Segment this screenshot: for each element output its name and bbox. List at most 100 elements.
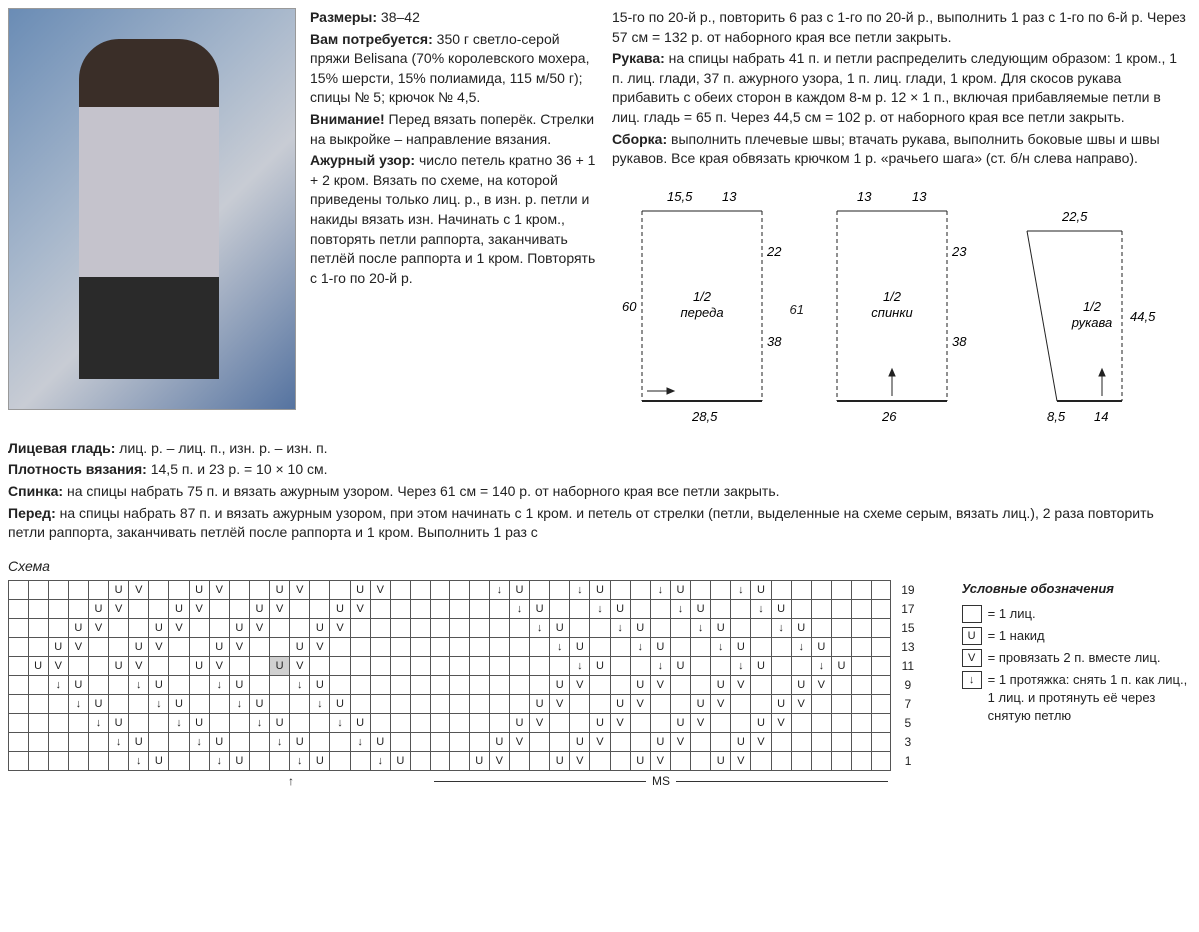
schema-cell [109,619,129,638]
schema-cell: V [169,619,189,638]
schema-cell [209,695,229,714]
svg-text:13: 13 [857,189,872,204]
schema-cell: U [530,600,550,619]
schema-cell [149,714,169,733]
schema-cell [249,676,269,695]
schema-cell [731,619,751,638]
schema-cell [852,733,872,752]
schema-cell: U [209,638,229,657]
schema-cell [390,695,410,714]
schema-cell [610,638,630,657]
schema-cell [550,733,570,752]
schema-cell [530,676,550,695]
schema-cell: V [229,638,249,657]
schema-cell [149,733,169,752]
svg-text:38: 38 [952,334,967,349]
schema-cell [450,600,470,619]
schema-cell [9,581,29,600]
schema-cell [28,752,48,771]
schema-cell [229,600,249,619]
schema-cell [530,733,550,752]
schema-cell: U [129,638,149,657]
schema-cell: V [570,752,590,771]
schema-cell [370,638,390,657]
schema-cell: U [249,695,269,714]
schema-cell [550,714,570,733]
schema-cell [28,714,48,733]
schema-cell [28,600,48,619]
schema-cell: V [711,695,731,714]
schema-cell [450,638,470,657]
schema-cell [711,581,731,600]
schema-cell: U [270,581,290,600]
schema-cell [390,600,410,619]
schema-cell: V [650,752,670,771]
schema-cell [129,695,149,714]
schema-cell [290,714,310,733]
schema-cell [290,619,310,638]
schema-cell: V [370,581,390,600]
schema-block: UVUVUVUV↓U↓U↓U↓U19UVUVUVUV↓U↓U↓U↓U17UVUV… [8,580,922,790]
schema-cell [489,676,509,695]
schema-cell: U [670,581,690,600]
text-column-2: 15-го по 20-й р., повторить 6 раз с 1-го… [612,8,1191,431]
col2-p1: 15-го по 20-й р., повторить 6 раз с 1-го… [612,8,1191,47]
schema-cell [489,714,509,733]
schema-cell [390,619,410,638]
schema-cell [852,676,872,695]
schema-cell [430,676,450,695]
schema-cell: ↓ [209,676,229,695]
schema-cell [229,657,249,676]
schema-cell [811,695,831,714]
schema-cell [489,619,509,638]
schema-cell: U [731,638,751,657]
schema-cell [450,676,470,695]
schema-cell [831,714,851,733]
schema-cell [109,695,129,714]
sizes-val: 38–42 [377,9,420,25]
schema-cell: U [310,752,330,771]
schema-cell [871,619,891,638]
gauge-label: Плотность вязания: [8,461,147,477]
back-val: на спицы набрать 75 п. и вязать ажурным … [63,483,779,499]
schema-cell [28,619,48,638]
schema-cell [390,581,410,600]
schema-cell: U [630,619,650,638]
schema-cell: U [290,733,310,752]
schema-cell [650,714,670,733]
schema-cell: U [310,676,330,695]
schema-cell [48,581,68,600]
front-val: на спицы набрать 87 п. и вязать ажурным … [8,505,1154,541]
schema-cell [9,714,29,733]
schema-cell [149,657,169,676]
schema-cell: V [149,638,169,657]
schema-cell: U [88,600,108,619]
schema-cell: U [751,714,771,733]
model-photo [8,8,296,410]
svg-text:1/2рукава: 1/2рукава [1071,299,1112,330]
schema-cell [791,733,811,752]
schema-cell: ↓ [109,733,129,752]
schema-cell: U [550,619,570,638]
schema-cell [270,619,290,638]
schema-cell [711,733,731,752]
schema-cell [48,600,68,619]
schema-cell: ↓ [509,600,529,619]
schema-cell [390,714,410,733]
schema-cell: ↓ [610,619,630,638]
schema-cell [169,638,189,657]
schema-cell [871,714,891,733]
schema-cell [691,752,711,771]
schema-cell: V [771,714,791,733]
schema-cell [871,657,891,676]
need-label: Вам потребуется: [310,31,433,47]
schema-cell [450,752,470,771]
schema-cell [670,752,690,771]
schema-cell [610,676,630,695]
schema-cell [169,752,189,771]
schema-cell [871,733,891,752]
schema-cell [509,619,529,638]
schema-cell [109,752,129,771]
schema-row-number: 17 [891,600,922,619]
schema-cell [811,600,831,619]
